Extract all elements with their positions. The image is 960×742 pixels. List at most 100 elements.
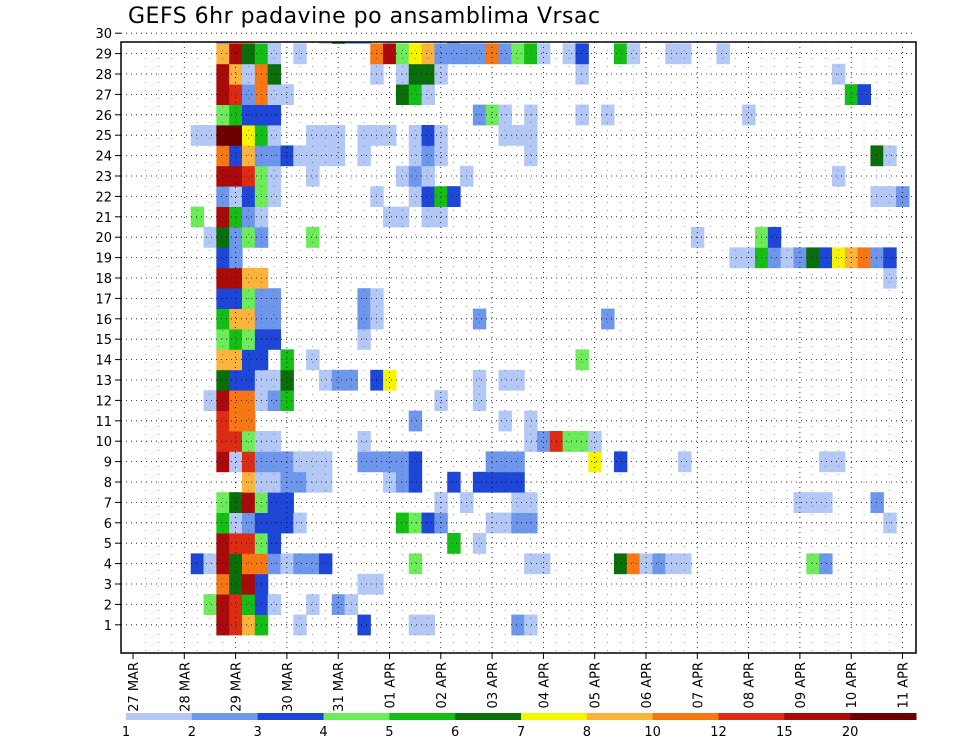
heatmap-cell: [883, 247, 897, 269]
y-tick-label: 9: [104, 456, 112, 471]
heatmap-cell: [357, 42, 371, 44]
y-tick-label: 6: [104, 517, 112, 532]
heatmap-cell: [806, 492, 820, 513]
heatmap-cell: [498, 125, 512, 146]
heatmap-cell: [498, 451, 512, 473]
colorbar-swatch: [850, 713, 917, 720]
heatmap-cell: [216, 390, 230, 411]
heatmap-cell: [242, 492, 256, 513]
heatmap-cell: [485, 43, 500, 65]
x-tick-label: 08 APR: [743, 662, 758, 708]
heatmap-cell: [524, 431, 538, 452]
y-tick-label: 23: [95, 170, 112, 185]
y-tick-label: 1: [104, 619, 112, 634]
y-tick-label: 7: [104, 496, 112, 511]
heatmap-cell: [767, 247, 782, 269]
heatmap-cell: [780, 247, 795, 269]
heatmap-cell: [229, 288, 243, 309]
heatmap-cell: [472, 533, 487, 554]
heatmap-cell: [447, 186, 461, 207]
heatmap-cell: [331, 369, 346, 391]
heatmap-cell: [318, 451, 333, 473]
heatmap-cell: [870, 492, 884, 513]
colorbar-swatch: [257, 713, 324, 720]
y-tick-label: 10: [95, 435, 112, 450]
y-tick-label: 13: [95, 374, 112, 389]
heatmap-cell: [242, 451, 256, 473]
heatmap-cell: [280, 553, 294, 575]
x-tick-label: 10 APR: [845, 662, 860, 708]
heatmap-cell: [190, 206, 205, 228]
heatmap-cell: [831, 451, 846, 473]
colorbar-label: 3: [254, 725, 262, 740]
heatmap-cell: [267, 431, 282, 452]
heatmap-cell: [536, 43, 551, 65]
heatmap-cell: [242, 84, 256, 105]
colorbar-label: 12: [710, 725, 727, 740]
heatmap-cell: [883, 267, 897, 289]
heatmap-cell: [678, 43, 692, 65]
heatmap-cell: [408, 553, 423, 575]
heatmap-cell: [216, 369, 230, 391]
heatmap-cell: [242, 329, 256, 350]
y-tick-label: 5: [104, 537, 112, 552]
heatmap-cell: [242, 43, 256, 65]
heatmap-cell: [280, 390, 294, 411]
x-tick-label: 27 MAR: [127, 662, 142, 712]
colorbar-swatch: [191, 713, 259, 720]
heatmap-cell: [229, 573, 243, 595]
heatmap-cell: [472, 43, 487, 65]
heatmap-cell: [242, 186, 256, 207]
heatmap-cell: [216, 614, 230, 636]
heatmap-cell: [216, 553, 230, 575]
heatmap-cell: [421, 186, 435, 207]
y-tick-label: 16: [95, 313, 112, 328]
colorbar-label: 20: [842, 725, 859, 740]
heatmap-cell: [357, 145, 371, 167]
heatmap-cell: [408, 512, 423, 534]
colorbar-swatch: [455, 713, 522, 720]
heatmap-cell: [408, 84, 423, 105]
heatmap-cell: [588, 451, 602, 473]
y-tick-label: 19: [95, 252, 112, 267]
heatmap-cell: [408, 471, 423, 493]
heatmap-cell: [408, 165, 423, 187]
heatmap-cell: [203, 227, 217, 248]
heatmap-cell: [511, 451, 525, 473]
heatmap-cell: [498, 410, 512, 432]
heatmap-cell: [242, 227, 256, 248]
colorbar-label: 8: [583, 725, 591, 740]
heatmap-cell: [524, 125, 538, 146]
heatmap-cell: [267, 492, 282, 513]
y-tick-label: 24: [95, 150, 112, 165]
grid-lines: [121, 32, 916, 653]
heatmap-cell: [203, 125, 217, 146]
heatmap-cell: [306, 553, 320, 575]
heatmap-cell: [819, 247, 833, 269]
heatmap-cell: [293, 43, 307, 65]
y-tick-label: 21: [95, 211, 112, 226]
y-tick-label: 15: [95, 333, 112, 348]
heatmap-cell: [242, 125, 256, 146]
heatmap-cell: [216, 329, 230, 350]
heatmap-cell: [767, 227, 782, 248]
heatmap-cell: [229, 614, 243, 636]
heatmap-cell: [216, 145, 230, 167]
heatmap-cell: [229, 145, 243, 167]
x-tick-label: 31 MAR: [332, 662, 347, 712]
heatmap-cell: [883, 186, 897, 207]
heatmap-cell: [306, 349, 320, 371]
heatmap-cell: [216, 451, 230, 473]
heatmap-cell: [306, 594, 320, 615]
heatmap-cell: [280, 369, 294, 391]
heatmap-cell: [626, 553, 641, 575]
heatmap-cell: [229, 553, 243, 575]
x-tick-label: 02 APR: [435, 662, 450, 708]
y-tick-label: 29: [95, 48, 112, 63]
heatmap-cell: [267, 329, 282, 350]
heatmap-cell: [318, 553, 333, 575]
heatmap-cell: [588, 431, 602, 452]
x-tick-label: 04 APR: [537, 662, 552, 708]
y-tick-label: 22: [95, 190, 112, 205]
